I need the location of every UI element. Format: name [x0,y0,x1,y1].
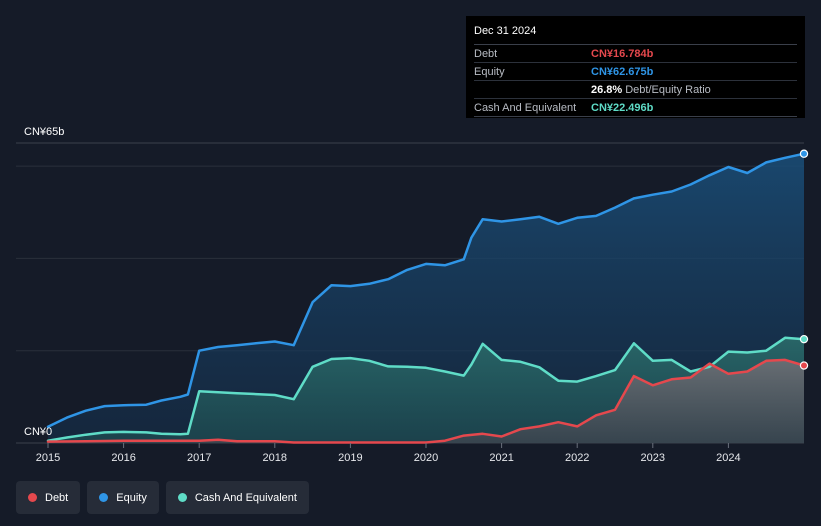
tooltip-row-equity: Equity CN¥62.675b [474,64,797,81]
x-tick-label: 2015 [36,452,60,464]
debt-line [46,358,806,444]
data-tooltip: Dec 31 2024 Debt CN¥16.784b Equity CN¥62… [466,16,805,118]
x-tick-label: 2019 [338,452,362,464]
x-tick-label: 2024 [716,452,740,464]
tooltip-value: CN¥62.675b [591,66,654,78]
legend-label: Debt [45,491,69,504]
tooltip-value: CN¥22.496b [591,102,654,114]
x-axis-ticks: 2015 2016 2017 2018 2019 2020 2021 2022 2023 2024 [36,443,741,464]
x-tick-label: 2022 [565,452,589,464]
tooltip-date: Dec 31 2024 [474,24,797,45]
tooltip-label: Cash And Equivalent [474,102,577,114]
legend-item-equity[interactable]: Equity [87,481,159,514]
equity-end-marker [799,149,809,158]
legend-label: Equity [116,491,147,504]
x-tick-label: 2016 [111,452,135,464]
chart-legend: Debt Equity Cash And Equivalent [16,481,309,514]
tooltip-ratio-label: Debt/Equity Ratio [625,84,711,96]
series-end-markers [799,149,809,370]
legend-dot-icon [99,493,109,502]
x-tick-label: 2023 [641,452,665,464]
legend-item-cash[interactable]: Cash And Equivalent [165,481,309,514]
legend-dot-icon [28,493,37,502]
tooltip-value: CN¥16.784b [591,48,654,60]
y-axis-bottom-label: CN¥0 [24,426,52,438]
debt-area [48,359,804,443]
tooltip-row-debt: Debt CN¥16.784b [474,46,797,63]
tooltip-label: Debt [474,48,498,60]
cash-and-equivalent-line [46,336,806,442]
series-lines [46,152,806,444]
x-tick-label: 2017 [187,452,211,464]
y-axis-top-label: CN¥65b [24,126,64,138]
debt-end-marker [799,361,809,370]
equity-line [46,152,806,429]
legend-dot-icon [177,493,187,502]
x-tick-label: 2021 [489,452,513,464]
legend-item-debt[interactable]: Debt [16,481,81,514]
x-tick-label: 2018 [263,452,287,464]
cash-and-equivalent-end-marker [799,334,809,344]
tooltip-row-ratio: 26.8% Debt/Equity Ratio [474,82,797,99]
tooltip-value: 26.8% [591,84,623,96]
tooltip-row-cash: Cash And Equivalent CN¥22.496b [474,100,797,117]
legend-label: Cash And Equivalent [194,491,297,504]
tooltip-label: Equity [474,66,505,78]
x-tick-label: 2020 [414,452,438,464]
tooltip-label [474,82,591,98]
